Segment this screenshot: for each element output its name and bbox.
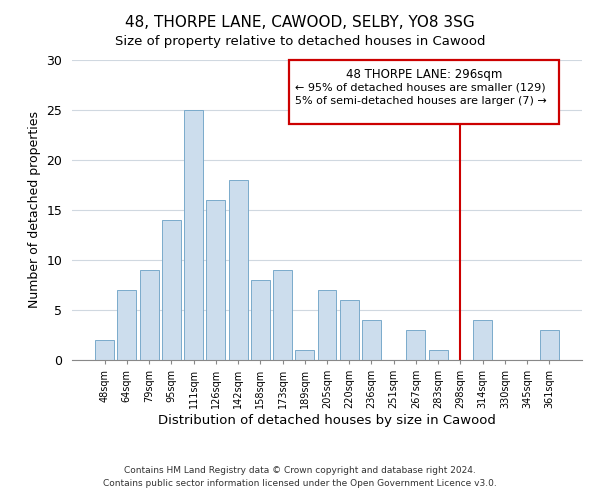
- Bar: [95, 340, 114, 360]
- X-axis label: Distribution of detached houses by size in Cawood: Distribution of detached houses by size …: [158, 414, 496, 427]
- Bar: [317, 290, 337, 360]
- Text: 48, THORPE LANE, CAWOOD, SELBY, YO8 3SG: 48, THORPE LANE, CAWOOD, SELBY, YO8 3SG: [125, 15, 475, 30]
- FancyBboxPatch shape: [289, 60, 559, 124]
- Text: Size of property relative to detached houses in Cawood: Size of property relative to detached ho…: [115, 35, 485, 48]
- Bar: [206, 200, 225, 360]
- Bar: [273, 270, 292, 360]
- Bar: [473, 320, 492, 360]
- Bar: [429, 350, 448, 360]
- Bar: [118, 290, 136, 360]
- Bar: [340, 300, 359, 360]
- Bar: [362, 320, 381, 360]
- Y-axis label: Number of detached properties: Number of detached properties: [28, 112, 41, 308]
- Text: ← 95% of detached houses are smaller (129): ← 95% of detached houses are smaller (12…: [295, 82, 545, 92]
- Bar: [295, 350, 314, 360]
- Bar: [162, 220, 181, 360]
- Bar: [229, 180, 248, 360]
- Text: 48 THORPE LANE: 296sqm: 48 THORPE LANE: 296sqm: [346, 68, 502, 81]
- Text: Contains HM Land Registry data © Crown copyright and database right 2024.
Contai: Contains HM Land Registry data © Crown c…: [103, 466, 497, 487]
- Text: 5% of semi-detached houses are larger (7) →: 5% of semi-detached houses are larger (7…: [295, 96, 547, 106]
- Bar: [251, 280, 270, 360]
- Bar: [184, 110, 203, 360]
- Bar: [406, 330, 425, 360]
- Bar: [140, 270, 158, 360]
- Bar: [540, 330, 559, 360]
